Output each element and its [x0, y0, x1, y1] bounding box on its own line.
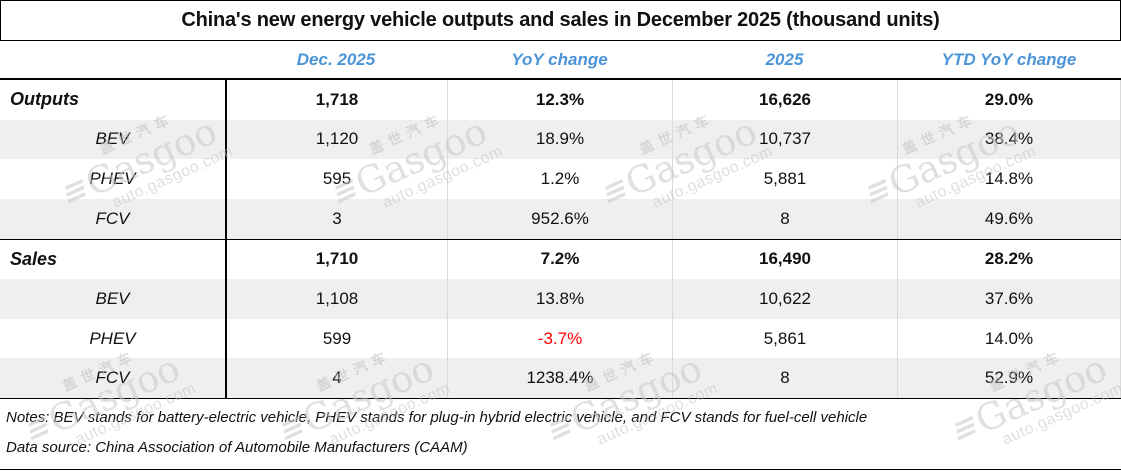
- cell-outputs-ytd-yoy: 29.0%: [897, 80, 1121, 120]
- row-label: FCV: [95, 368, 130, 388]
- cell: 8: [672, 358, 897, 398]
- cell: 4: [225, 358, 447, 398]
- cell-outputs-dec: 1,718: [225, 80, 447, 120]
- row-label: PHEV: [89, 169, 136, 189]
- cell: 1,108: [225, 279, 447, 319]
- cell: 1,120: [225, 119, 447, 160]
- source-line: Data source: China Association of Automo…: [6, 439, 468, 456]
- cell: 38.4%: [897, 119, 1121, 160]
- cell: 1238.4%: [447, 358, 672, 398]
- cell-sales-dec: 1,710: [225, 239, 447, 280]
- column-header-2025: 2025: [765, 49, 804, 69]
- table-row-sales-bev: BEV 1,108 13.8% 10,622 37.6%: [0, 279, 1121, 319]
- table-header-row: Dec. 2025 YoY change 2025 YTD YoY change: [0, 41, 1121, 80]
- cell: 14.8%: [897, 159, 1121, 199]
- column-header-ytd-yoy-change: YTD YoY change: [941, 49, 1077, 69]
- table-row-outputs-bev: BEV 1,120 18.9% 10,737 38.4%: [0, 119, 1121, 160]
- cell: 5,861: [672, 318, 897, 359]
- cell: 14.0%: [897, 318, 1121, 359]
- table-row-outputs: Outputs 1,718 12.3% 16,626 29.0%: [0, 80, 1121, 120]
- column-header-dec-2025: Dec. 2025: [296, 49, 376, 69]
- table-row-sales-phev: PHEV 599 -3.7% 5,861 14.0%: [0, 318, 1121, 359]
- row-label: PHEV: [89, 328, 136, 348]
- cell: 599: [225, 318, 447, 359]
- table-row-outputs-fcv: FCV 3 952.6% 8 49.6%: [0, 198, 1121, 239]
- footnotes: Notes: BEV stands for battery-electric v…: [0, 398, 1121, 470]
- cell-outputs-yoy: 12.3%: [447, 80, 672, 120]
- cell: 3: [225, 198, 447, 239]
- row-label: Outputs: [10, 89, 79, 110]
- cell-sales-ytd-yoy: 28.2%: [897, 239, 1121, 280]
- table-row-sales-fcv: FCV 4 1238.4% 8 52.9%: [0, 358, 1121, 398]
- cell: 952.6%: [447, 198, 672, 239]
- row-label: FCV: [95, 208, 130, 228]
- cell: 52.9%: [897, 358, 1121, 398]
- cell-outputs-ytd: 16,626: [672, 80, 897, 120]
- cell: 49.6%: [897, 198, 1121, 239]
- cell: 18.9%: [447, 119, 672, 160]
- row-label: BEV: [95, 288, 130, 308]
- column-header-blank: [0, 41, 225, 78]
- cell: 5,881: [672, 159, 897, 199]
- cell: 10,622: [672, 279, 897, 319]
- page-title: China's new energy vehicle outputs and s…: [0, 0, 1121, 41]
- table-body: Outputs 1,718 12.3% 16,626 29.0% BEV 1,1…: [0, 80, 1121, 398]
- cell-sales-ytd: 16,490: [672, 239, 897, 280]
- cell: 595: [225, 159, 447, 199]
- notes-line: Notes: BEV stands for battery-electric v…: [6, 409, 868, 426]
- cell: 8: [672, 198, 897, 239]
- table-row-outputs-phev: PHEV 595 1.2% 5,881 14.8%: [0, 159, 1121, 199]
- row-label: BEV: [95, 129, 130, 149]
- row-label: Sales: [10, 248, 58, 269]
- cell: 37.6%: [897, 279, 1121, 319]
- cell-sales-yoy: 7.2%: [447, 239, 672, 280]
- cell: 13.8%: [447, 279, 672, 319]
- cell-negative-yoy: -3.7%: [447, 318, 672, 359]
- cell: 1.2%: [447, 159, 672, 199]
- table-row-sales: Sales 1,710 7.2% 16,490 28.2%: [0, 238, 1121, 280]
- cell: 10,737: [672, 119, 897, 160]
- column-header-yoy-change: YoY change: [511, 49, 608, 69]
